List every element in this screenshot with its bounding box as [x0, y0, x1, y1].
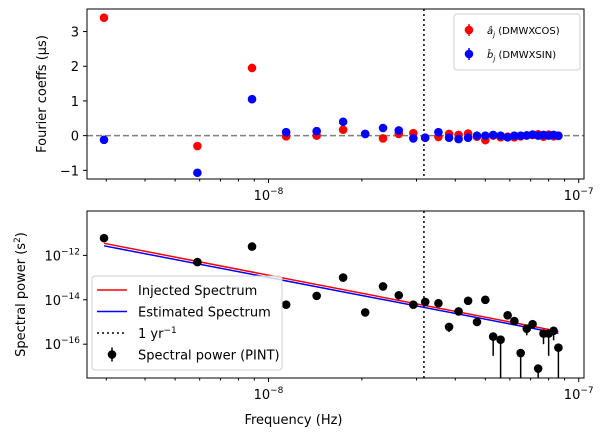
- x-tick-label: 10−7: [564, 187, 594, 204]
- data-point: [394, 290, 404, 300]
- data-point: [193, 168, 202, 178]
- data-point: [434, 298, 443, 308]
- legend-marker: [464, 49, 474, 59]
- top-axes-frame: [86, 8, 585, 180]
- y-tick-label: −1: [60, 164, 79, 179]
- y-tick-label: 10−12: [44, 247, 80, 264]
- estimated-spectrum-line: [103, 245, 559, 335]
- data-point: [503, 133, 512, 142]
- top-plot: −1 0 1 2 3 10−8 10−7 Fourier coeffs (μs) âj (DMW…: [35, 8, 594, 204]
- data-point: [378, 134, 388, 143]
- bottom-axes-frame: [86, 210, 585, 379]
- data-point: [444, 133, 454, 143]
- y-tick-label: 10−14: [44, 292, 80, 309]
- y-tick-label: 2: [71, 60, 79, 75]
- top-y-axis-label: Fourier coeffs (μs): [35, 35, 50, 153]
- data-point: [378, 123, 388, 133]
- legend-label: âj (DMWXCOS): [487, 25, 560, 39]
- x-axis-label: Frequency (Hz): [244, 413, 342, 428]
- y-tick-label: 1: [71, 95, 79, 110]
- data-point: [193, 257, 202, 267]
- y-tick-label: 0: [71, 130, 79, 145]
- data-point: [481, 131, 490, 140]
- data-point: [247, 94, 257, 104]
- legend-label: Spectral power (PINT): [138, 349, 280, 364]
- data-point: [434, 127, 443, 137]
- data-point: [472, 317, 482, 327]
- x-tick-label: 10−8: [254, 386, 284, 403]
- legend-label: 1 yr−1: [138, 326, 177, 342]
- data-point: [360, 308, 370, 317]
- data-point: [533, 364, 543, 373]
- series-sin: [99, 94, 563, 178]
- data-point: [528, 319, 537, 329]
- data-point: [549, 326, 558, 336]
- data-point: [463, 296, 473, 306]
- y-tick-label: 10−16: [44, 336, 80, 353]
- data-point: [496, 335, 505, 344]
- data-point: [394, 126, 404, 135]
- data-point: [463, 133, 473, 143]
- data-point: [312, 291, 321, 301]
- data-point: [409, 300, 418, 310]
- data-point: [444, 322, 454, 332]
- top-legend: âj (DMWXCOS) b̂j (DMWXSIN): [453, 13, 581, 71]
- data-point: [488, 130, 498, 140]
- data-point: [281, 127, 291, 137]
- data-point: [488, 332, 498, 341]
- x-tick-label: 10−7: [564, 386, 594, 403]
- data-point: [360, 129, 370, 139]
- data-point: [454, 307, 463, 316]
- bottom-y-axis-label: Spectral power (s2): [13, 232, 29, 357]
- data-point: [420, 297, 430, 307]
- data-point: [472, 131, 482, 140]
- legend-box: [453, 13, 581, 71]
- data-point: [510, 316, 519, 326]
- legend-label: b̂j (DMWXSIN): [487, 48, 556, 63]
- data-point: [554, 131, 563, 140]
- data-point: [281, 300, 291, 310]
- x-tick-label: 10−8: [254, 187, 284, 204]
- data-point: [338, 125, 348, 135]
- data-point: [409, 134, 418, 143]
- data-point: [554, 343, 563, 352]
- data-point: [522, 324, 532, 333]
- data-point: [99, 233, 109, 243]
- data-point: [247, 242, 257, 251]
- legend-marker: [107, 350, 117, 359]
- data-point: [454, 134, 463, 144]
- data-point: [247, 63, 257, 73]
- legend-label: Injected Spectrum: [138, 284, 257, 299]
- data-point: [510, 131, 519, 140]
- data-point: [516, 348, 525, 358]
- bottom-plot: 10−16 10−14 10−12 10−8 10−7 Frequency (Hz) Spe…: [13, 210, 594, 428]
- data-point: [481, 295, 490, 305]
- legend-label: Estimated Spectrum: [138, 306, 271, 321]
- bottom-plot-area: [99, 211, 563, 378]
- data-point: [378, 282, 388, 291]
- legend-marker: [464, 25, 474, 35]
- data-point: [516, 131, 525, 140]
- data-point: [420, 133, 430, 143]
- data-point: [99, 135, 109, 145]
- data-point: [338, 117, 348, 127]
- y-tick-label: 3: [71, 26, 79, 41]
- bottom-legend: Injected Spectrum Estimated Spectrum 1 yr−…: [91, 275, 283, 371]
- data-point: [503, 311, 512, 320]
- data-point: [496, 131, 505, 140]
- data-point: [312, 126, 321, 136]
- data-point: [99, 13, 109, 22]
- data-point: [193, 141, 202, 151]
- injected-spectrum-line: [103, 242, 559, 333]
- legend-box: [91, 275, 283, 371]
- data-point: [338, 273, 348, 282]
